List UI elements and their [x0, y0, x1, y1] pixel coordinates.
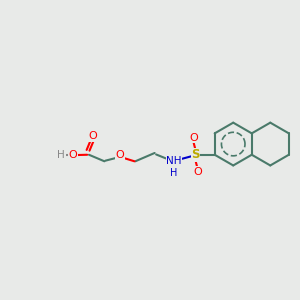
Text: O: O — [189, 133, 198, 142]
Text: H: H — [57, 150, 65, 160]
Text: O: O — [88, 131, 97, 141]
Text: O: O — [116, 150, 124, 160]
Text: H: H — [170, 168, 178, 178]
Text: S: S — [191, 148, 200, 161]
Text: NH: NH — [166, 156, 182, 166]
Text: O: O — [193, 167, 202, 177]
Text: O: O — [68, 150, 77, 160]
